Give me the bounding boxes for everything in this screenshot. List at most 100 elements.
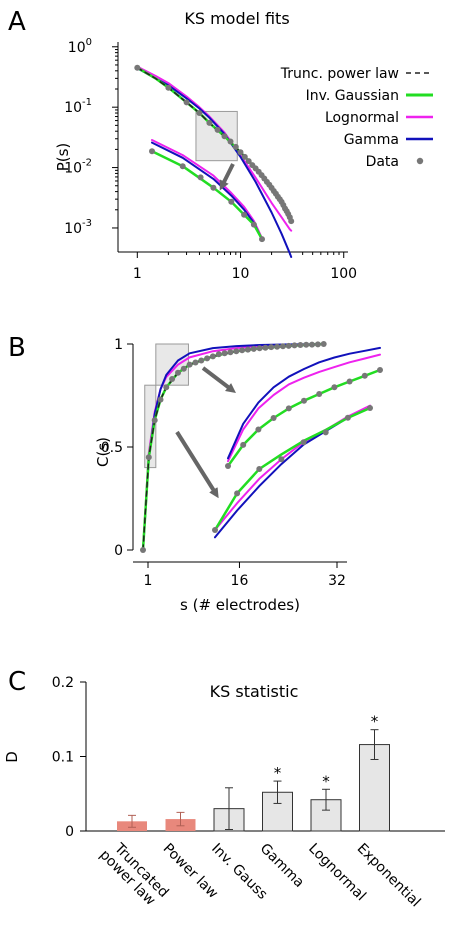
panel-b-inset-2-data-point <box>240 441 247 448</box>
panel-a-inset-data-point <box>228 198 235 205</box>
panel-a-axes: 1 10 100 100 10-1 10-2 10-3 <box>64 37 357 282</box>
panel-a-inset-data-point <box>179 163 186 170</box>
panel-b-data-point <box>320 341 327 347</box>
panel-b-data-point <box>192 359 199 366</box>
panel-b-data-point <box>175 369 181 376</box>
panel-b-inset-2-data-point <box>316 391 323 397</box>
panel-a-data-point <box>183 99 190 106</box>
panel-a-chart: KS model fits P(s) 1 10 100 100 10-1 10-2 10-3… <box>54 9 433 282</box>
panel-a-title: KS model fits <box>184 9 289 28</box>
panel-b-inset-2-data-point <box>270 415 277 421</box>
panel-b-inset-2-data-point <box>361 372 368 379</box>
panel-a-data-point <box>196 110 203 116</box>
panel-c-title: KS statistic <box>210 682 299 701</box>
panel-a-ylabel: P(s) <box>54 143 72 172</box>
panel-b-x-tick-label: 16 <box>231 573 249 589</box>
panel-label-c: C <box>8 667 26 697</box>
panel-c-category-label: Exponential <box>354 841 424 911</box>
panel-a-y-tick-label: 100 <box>68 37 92 56</box>
panel-a-gamma-line <box>136 67 293 258</box>
panel-b-inset-1-data-point <box>212 527 218 533</box>
panel-b-inset-2-data-point <box>331 384 338 391</box>
panel-b-data-point <box>274 343 281 350</box>
panel-b-data-point <box>204 355 211 362</box>
panel-b-inset-2-gamma-line <box>227 346 381 460</box>
panel-b-data-point <box>262 344 269 351</box>
panel-b-data-point <box>151 417 158 424</box>
panel-b-data-point <box>227 349 234 356</box>
panel-c-bars: * * * <box>117 713 390 832</box>
panel-a-y-tick-label: 10-1 <box>64 97 92 116</box>
panel-a-data-point <box>221 133 228 140</box>
panel-a-data-point <box>134 64 141 71</box>
panel-b-inset-2-data-point <box>255 426 262 433</box>
panel-c-y-tick-label: 0.1 <box>52 750 74 766</box>
panel-a-x-tick-label: 10 <box>232 266 250 282</box>
panel-b-inset-1-data-point <box>322 429 329 436</box>
panel-a-data-point <box>237 149 244 156</box>
panel-c-category-label: Truncatedpower law <box>96 836 171 911</box>
panel-b-xlabel: s (# electrodes) <box>180 596 300 614</box>
panel-b-data-point <box>145 454 152 461</box>
panel-a-data-point <box>206 119 213 126</box>
panel-b-inset-1-data-point <box>278 456 285 463</box>
panel-a-data-point <box>232 143 239 150</box>
panel-b-data-point <box>250 345 257 352</box>
panel-c-y-tick-label: 0.2 <box>52 675 74 691</box>
panel-b-data-point <box>291 342 298 349</box>
panel-a-data-point <box>227 138 234 145</box>
panel-b-y-tick-label: 0 <box>114 543 123 559</box>
panel-a-inset-arrow <box>219 163 235 191</box>
panel-a-legend-label: Gamma <box>344 132 399 148</box>
panel-a-x-tick-label: 1 <box>133 266 142 282</box>
panel-a-inset-data-point <box>197 174 204 181</box>
panel-c-significance-marker: * <box>274 764 282 782</box>
panel-b-inset-arrow-lower <box>175 430 219 499</box>
panel-b-inset-2-data-point <box>301 397 307 404</box>
panel-b-data-point <box>303 341 310 348</box>
panel-a-legend-label: Data <box>366 154 399 170</box>
panel-b-curves <box>140 341 327 553</box>
panel-b-inset-2-lognormal-line <box>227 353 381 463</box>
panel-b-inset-arrow-upper <box>201 366 236 394</box>
panel-a-inset-data-point <box>241 211 248 218</box>
panel-b-inset-box-rect <box>144 384 157 469</box>
panel-b-axes: 1 16 32 0 0.5 1 <box>101 337 347 589</box>
panel-b-data-point <box>279 343 286 350</box>
panel-b-inset-1-data-point <box>367 405 373 411</box>
panel-b-inset-2-data-point <box>225 463 231 469</box>
panel-b-data-point <box>157 396 164 403</box>
panel-a-legend-label: Inv. Gaussian <box>306 88 399 104</box>
panel-a-curves <box>134 64 295 258</box>
panel-a-data-point <box>288 218 295 225</box>
panel-b-data-point <box>233 348 240 355</box>
panel-b-data-point <box>180 365 187 372</box>
panel-a-inset-data-point <box>250 221 257 228</box>
panel-c-ylabel: D <box>3 751 21 763</box>
panel-b-y-tick-label: 1 <box>114 337 123 353</box>
panel-b-data-point <box>163 384 170 391</box>
panel-a-data-point <box>245 158 252 165</box>
panel-a-data-point <box>241 153 248 160</box>
panel-a-legend: Trunc. power law Inv. Gaussian Lognormal Ga… <box>280 66 433 170</box>
panel-b-inset-1-data-point <box>344 414 351 421</box>
panel-b-inset-1-gamma-line <box>214 407 371 539</box>
panel-b-data-point <box>244 346 251 353</box>
panel-a-inset-data-point <box>149 148 155 155</box>
panel-label-a: A <box>8 7 26 37</box>
panel-b-data-point <box>215 351 222 358</box>
panel-a-legend-data-marker <box>416 157 424 165</box>
panel-b-data-point <box>285 342 292 349</box>
panel-c-category-label: Gamma <box>257 841 307 891</box>
panel-b-inset-1-data-point <box>300 439 307 446</box>
panel-c-significance-marker: * <box>371 713 379 731</box>
panel-b-inset-1-data-point <box>234 490 241 497</box>
panel-a-inset-data-point <box>259 236 265 243</box>
panel-b-data-point <box>198 357 205 364</box>
panel-b-inset-2-data-point <box>346 378 353 385</box>
panel-b-inset-2-data-point <box>377 367 383 373</box>
panel-c-significance-marker: * <box>322 772 330 790</box>
panel-b-data-point <box>256 345 263 352</box>
panel-b-data-point <box>209 353 216 360</box>
